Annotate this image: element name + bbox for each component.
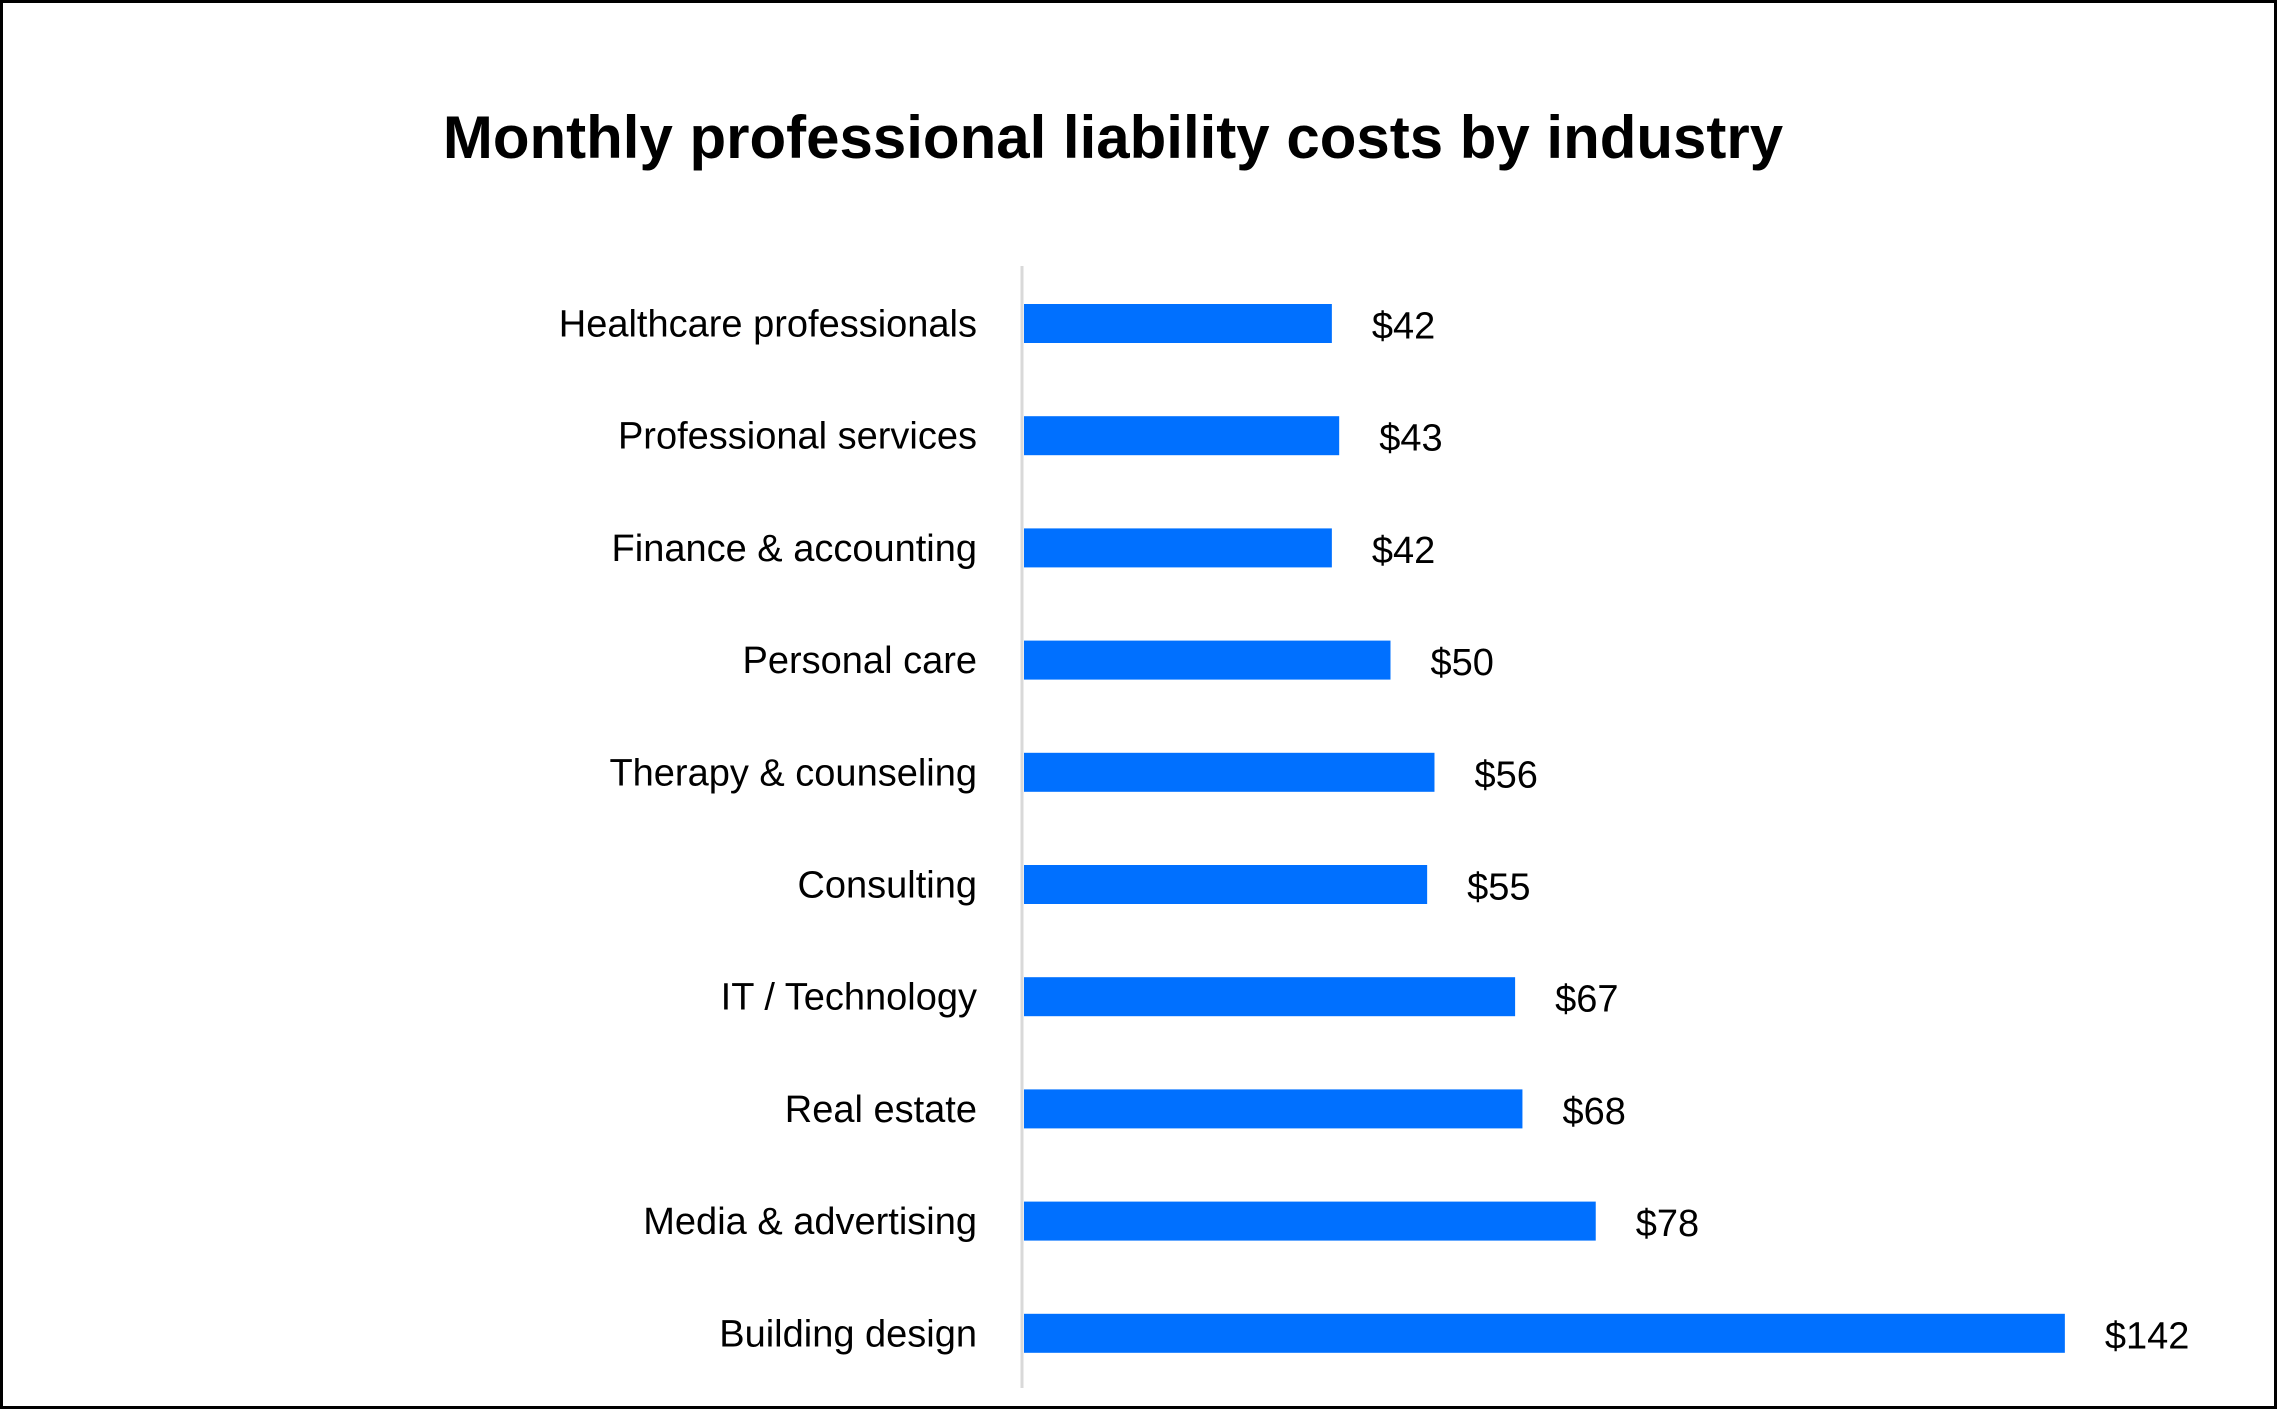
bar — [1024, 528, 1332, 568]
bar — [1024, 640, 1391, 680]
category-tick-label: Healthcare professionals — [559, 304, 977, 346]
bar — [1024, 1089, 1523, 1129]
data-label: $142 — [2105, 1315, 2190, 1357]
data-label: $42 — [1372, 306, 1435, 348]
data-label: $67 — [1555, 979, 1618, 1021]
category-tick-label: Building design — [719, 1313, 977, 1355]
category-tick-label: Media & advertising — [643, 1201, 977, 1243]
bar — [1024, 304, 1332, 343]
data-label: $78 — [1636, 1203, 1699, 1245]
data-label: $68 — [1562, 1091, 1625, 1133]
data-label: $43 — [1379, 418, 1442, 460]
category-tick-label: Consulting — [797, 865, 977, 907]
data-label: $55 — [1467, 867, 1530, 909]
bar-chart: Healthcare professionals $42 Professional … — [559, 266, 2190, 1388]
data-label: $42 — [1372, 530, 1435, 572]
category-tick-label: Professional services — [618, 416, 977, 458]
chart-title: Monthly professional liability costs by … — [442, 104, 1784, 171]
category-tick-label: IT / Technology — [721, 977, 977, 1019]
bar — [1024, 865, 1428, 904]
data-label: $50 — [1431, 642, 1494, 684]
bar — [1024, 977, 1516, 1017]
bar — [1024, 752, 1435, 792]
category-tick-label: Finance & accounting — [612, 528, 977, 570]
bar — [1024, 416, 1340, 456]
category-tick-label: Therapy & counseling — [609, 752, 977, 794]
bar — [1024, 1313, 2065, 1353]
category-tick-label: Real estate — [785, 1089, 977, 1131]
category-tick-label: Personal care — [743, 640, 977, 682]
bar — [1024, 1201, 1596, 1241]
data-label: $56 — [1474, 754, 1537, 796]
